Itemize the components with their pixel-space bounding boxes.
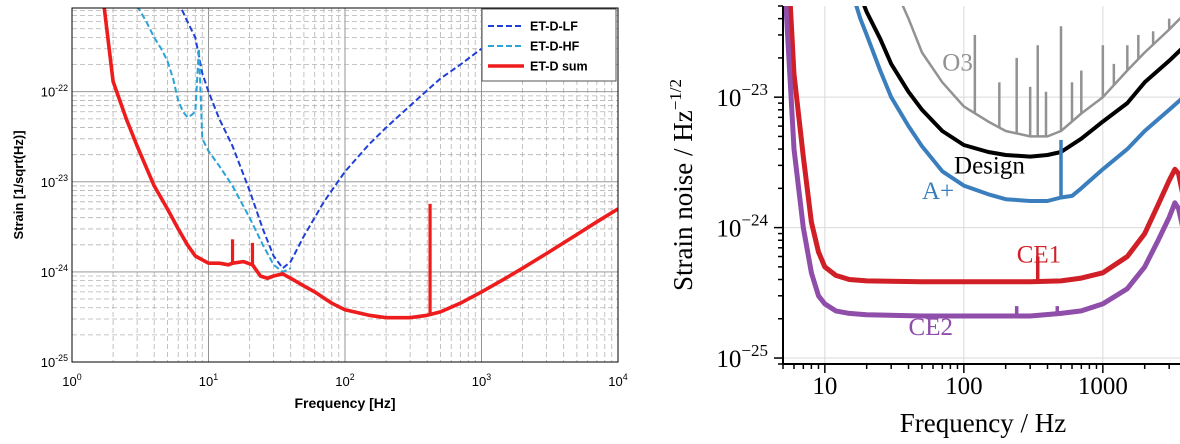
right-curve-label: O3 [942,50,973,77]
left-x-tick-label-base: 10 [335,374,349,389]
left-series-et-d-lf [180,8,483,270]
left-y-tick-label: 10-25 [41,353,68,370]
right-x-tick-label: 1000 [1078,373,1128,400]
right-x-axis-label: Frequency / Hz [900,408,1066,438]
right-y-tick-label: 10−24 [716,210,768,242]
right-series-a- [854,6,1180,203]
left-legend-label: ET-D sum [530,60,588,74]
right-y-tick-label-base: 10 [716,216,741,243]
left-y-tick-label-base: 10 [41,85,55,100]
right-curve-label: CE2 [909,314,953,341]
right-x-tick-label: 10 [812,373,837,400]
left-x-tick-label: 103 [472,372,491,389]
left-series-et-d-hf [137,8,292,273]
left-y-tick-label-base: 10 [41,175,55,190]
left-legend-label: ET-D-LF [530,20,578,34]
left-x-tick-labels: 100 101 102 103 104 [62,372,627,389]
left-x-tick-label: 102 [335,372,354,389]
left-y-tick-label-base: 10 [41,265,55,280]
right-series-group [783,6,1180,319]
left-x-tick-label-exponent: 1 [213,372,218,382]
left-legend-box [481,8,617,82]
right-curve-label: CE1 [1017,242,1061,269]
left-x-tick-label-base: 10 [62,374,76,389]
right-y-tick-label: 10−25 [716,341,768,373]
left-x-axis-label: Frequency [Hz] [294,395,395,411]
right-curve-label: A+ [922,178,954,205]
left-y-tick-label-exponent: -22 [55,83,68,93]
left-y-tick-label: 10-24 [41,263,68,280]
right-x-tick-label: 100 [945,373,983,400]
left-series-et-d-sum [102,8,618,320]
left-series-group [102,8,618,320]
left-x-tick-label-exponent: 4 [623,372,628,382]
right-series-design [862,6,1180,159]
left-y-tick-label-exponent: -25 [55,353,68,363]
right-curve-label: Design [954,152,1025,179]
right-series-ce2 [783,6,1180,319]
left-y-tick-label-base: 10 [41,355,55,370]
left-y-tick-label: 10-22 [41,83,68,100]
left-legend: ET-D-LF ET-D-HF ET-D sum [481,8,617,82]
left-y-tick-label: 10-23 [41,173,68,190]
left-x-tick-label: 101 [199,372,218,389]
right-x-tick-labels: 10 100 1000 [782,364,1170,400]
left-plot-frame [71,7,619,363]
right-series-o3 [901,6,1180,138]
left-y-tick-label-exponent: -24 [55,263,68,273]
left-x-tick-label-exponent: 3 [486,372,491,382]
right-y-tick-label-base: 10 [716,85,741,112]
left-y-tick-label-exponent: -23 [55,173,68,183]
left-x-tick-label: 104 [608,372,627,389]
right-y-axis-label-exponent: −1/2 [666,79,685,110]
left-x-tick-label-exponent: 2 [350,372,355,382]
left-x-tick-label-base: 10 [608,374,622,389]
right-y-axis-label-text: Strain noise / Hz [668,110,698,291]
right-y-tick-label-exponent: −24 [741,210,768,229]
right-y-tick-label: 10−23 [716,80,768,112]
right-series-ce1 [787,6,1180,285]
left-x-tick-label-exponent: 0 [77,372,82,382]
right-y-tick-label-exponent: −25 [741,341,768,360]
left-x-tick-label-base: 10 [472,374,486,389]
left-legend-label: ET-D-HF [530,40,580,54]
right-y-axis-label: Strain noise / Hz−1/2 [666,79,698,291]
right-y-tick-label-base: 10 [716,346,741,373]
right-y-tick-label-exponent: −23 [741,80,768,99]
left-x-tick-label: 100 [62,372,81,389]
left-grid [71,8,618,363]
left-x-tick-label-base: 10 [199,374,213,389]
left-y-axis-label: Strain [1/sqrt(Hz)] [11,130,26,239]
